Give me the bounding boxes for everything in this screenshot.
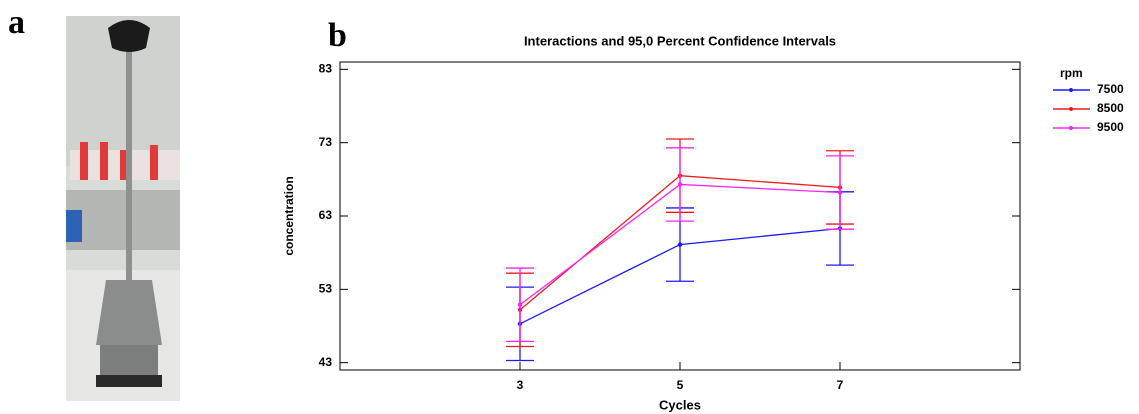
photo <box>66 16 180 401</box>
x-axis-label: Cycles <box>659 397 701 412</box>
legend-title: rpm <box>1060 66 1083 80</box>
y-axis-label: concentration <box>282 176 296 255</box>
x-tick-label: 5 <box>677 378 684 392</box>
legend-marker <box>1069 107 1073 111</box>
y-tick-label: 53 <box>319 282 333 296</box>
y-tick-label: 83 <box>319 62 333 76</box>
y-tick-label: 73 <box>319 135 333 149</box>
panel-label: b <box>328 17 347 54</box>
legend-marker <box>1069 126 1073 130</box>
legend-label: 8500 <box>1097 101 1124 115</box>
x-tick-label: 7 <box>837 378 844 392</box>
panel-label: a <box>8 4 25 41</box>
y-tick-label: 43 <box>319 355 333 369</box>
legend-marker <box>1069 88 1073 92</box>
chart-title: Interactions and 95,0 Percent Confidence… <box>524 33 836 48</box>
figure: a b Interactions and 95,0 Percent Confid… <box>0 0 1139 414</box>
y-tick-label: 63 <box>319 208 333 222</box>
point <box>678 242 682 246</box>
legend-label: 7500 <box>1097 82 1124 96</box>
point <box>678 182 682 186</box>
point <box>518 303 522 307</box>
point <box>838 190 842 194</box>
legend-label: 9500 <box>1097 120 1124 134</box>
x-tick-label: 3 <box>517 378 524 392</box>
